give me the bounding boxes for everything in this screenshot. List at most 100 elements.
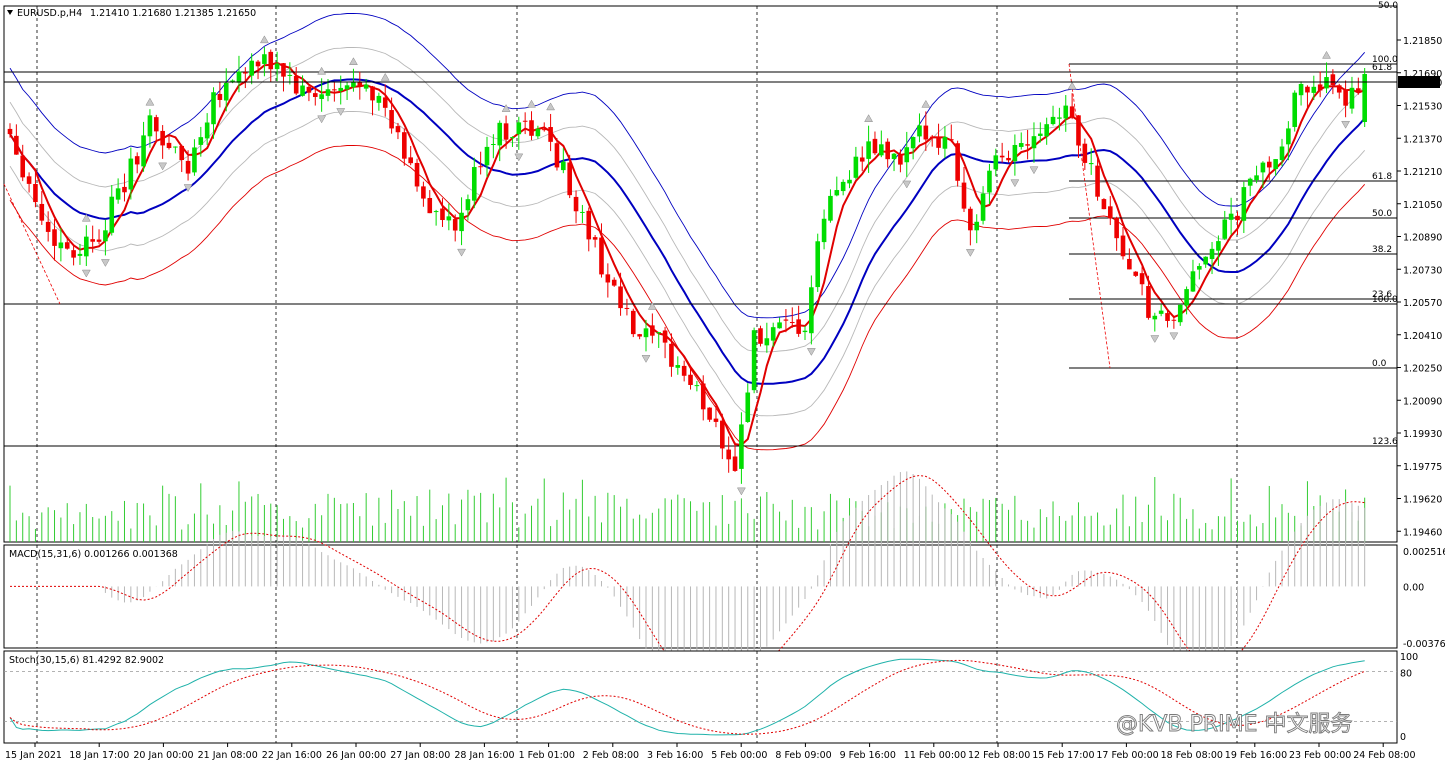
bull-candle: [917, 125, 922, 137]
bear-candle: [700, 383, 706, 410]
bull-candle: [198, 137, 204, 145]
bull-candle: [1279, 146, 1285, 161]
bear-candle: [618, 286, 623, 309]
triangle-down-icon[interactable]: [7, 10, 13, 15]
bull-candle: [446, 216, 452, 221]
time-tick-label: 18 Jan 17:00: [69, 750, 129, 761]
bull-candle: [739, 424, 744, 469]
bear-candle: [96, 239, 102, 242]
bull-candle: [1063, 105, 1069, 119]
bear-candle: [611, 279, 617, 286]
bull-candle: [974, 221, 980, 231]
bear-candle: [669, 343, 674, 367]
bull-candle: [1241, 187, 1247, 221]
bear-candle: [789, 322, 795, 324]
bear-candle: [1101, 199, 1107, 210]
bear-candle: [14, 135, 19, 155]
bear-candle: [948, 139, 954, 141]
stochastic-label: Stoch(30,15,6) 81.4292 82.9002: [9, 655, 164, 666]
fractal-down-marker: [1010, 179, 1020, 188]
bull-candle: [942, 136, 948, 149]
bull-candle: [1044, 124, 1049, 137]
bull-candle: [1031, 136, 1037, 149]
bear-candle: [452, 219, 458, 231]
bull-candle: [1292, 92, 1298, 127]
macd-tick-label: 0.00: [1403, 582, 1424, 593]
bear-candle: [1165, 313, 1170, 321]
stochastic-lines: [9, 658, 1365, 736]
bull-candle: [325, 89, 331, 96]
bear-candle: [1095, 165, 1100, 197]
fib-extension-trend: [3, 183, 61, 305]
bull-candle: [363, 84, 369, 89]
bear-candle: [548, 127, 553, 142]
macd-tick-label: 0.002516: [1403, 547, 1445, 558]
stochastic-pane[interactable]: Stoch(30,15,6) 81.4292 82.9002 100 80 0: [3, 650, 1418, 744]
bear-candle: [217, 93, 223, 100]
bull-candle: [249, 60, 254, 76]
bear-candle: [90, 239, 95, 242]
bull-candle: [1311, 86, 1317, 93]
price-tick-label: 1.21850: [1403, 36, 1442, 47]
bear-candle: [1120, 235, 1126, 257]
current-price-label: 1.21650: [1403, 78, 1442, 89]
fractal-down-marker: [317, 115, 327, 124]
bull-candle: [656, 332, 662, 334]
bull-candle: [1050, 116, 1056, 125]
bear-candle: [1171, 319, 1177, 321]
bear-candle: [955, 143, 960, 181]
bull-candle: [77, 253, 83, 256]
time-tick-label: 17 Feb 00:00: [1096, 750, 1158, 761]
fractal-markers: [81, 35, 1351, 496]
bull-candle: [459, 212, 464, 232]
fractal-up-marker: [864, 114, 874, 122]
bull-candle: [910, 137, 916, 149]
price-tick-label: 1.20410: [1403, 331, 1442, 342]
bull-candle: [745, 392, 751, 422]
bear-candle: [26, 176, 32, 184]
fractal-down-marker: [100, 259, 110, 267]
bear-candle: [255, 61, 261, 67]
time-tick-label: 12 Feb 08:00: [968, 750, 1030, 761]
bear-candle: [605, 274, 611, 283]
bear-candle: [1025, 144, 1030, 146]
fractal-up-marker: [647, 301, 657, 310]
bear-candle: [7, 128, 13, 135]
fractal-down-marker: [457, 248, 466, 257]
fast-ma-line: [9, 61, 1366, 447]
stochastic-tick-label: 0: [1400, 732, 1406, 743]
fractal-down-marker: [1169, 332, 1179, 341]
symbol-header: EURUSD.p,H4 1.21410 1.21680 1.21385 1.21…: [7, 8, 256, 19]
bull-candle: [840, 181, 846, 192]
price-tick-label: 1.21690: [1403, 69, 1442, 80]
fractal-up-marker: [145, 97, 155, 106]
fractal-down-marker: [806, 348, 816, 356]
slow-ma-line: [9, 78, 1366, 385]
bull-candle: [802, 330, 808, 333]
time-tick-label: 26 Jan 00:00: [326, 750, 386, 761]
bear-candle: [503, 123, 509, 140]
bear-candle: [872, 138, 878, 154]
bear-candle: [179, 145, 185, 161]
bull-candle: [1362, 74, 1367, 122]
bear-candle: [796, 319, 801, 334]
fib-extension-label: 123.6: [1372, 437, 1398, 447]
fractal-down-marker: [1029, 166, 1039, 175]
bull-candle: [433, 211, 439, 213]
watermark: @KVB PRIME 中文服务: [1116, 712, 1352, 737]
bear-candle: [1330, 74, 1336, 86]
bull-candle: [1260, 162, 1266, 173]
fib-trend-line: [1068, 63, 1111, 369]
bull-candle: [465, 199, 471, 211]
fractal-down-marker: [183, 184, 193, 193]
price-tick-label: 1.20890: [1403, 233, 1442, 244]
time-tick-label: 27 Jan 08:00: [390, 750, 450, 761]
time-grid-lines: [36, 6, 1238, 542]
bear-candle: [573, 196, 579, 212]
bear-candle: [586, 210, 592, 240]
fractal-down-marker: [902, 180, 912, 189]
fractal-down-marker: [1341, 120, 1351, 129]
